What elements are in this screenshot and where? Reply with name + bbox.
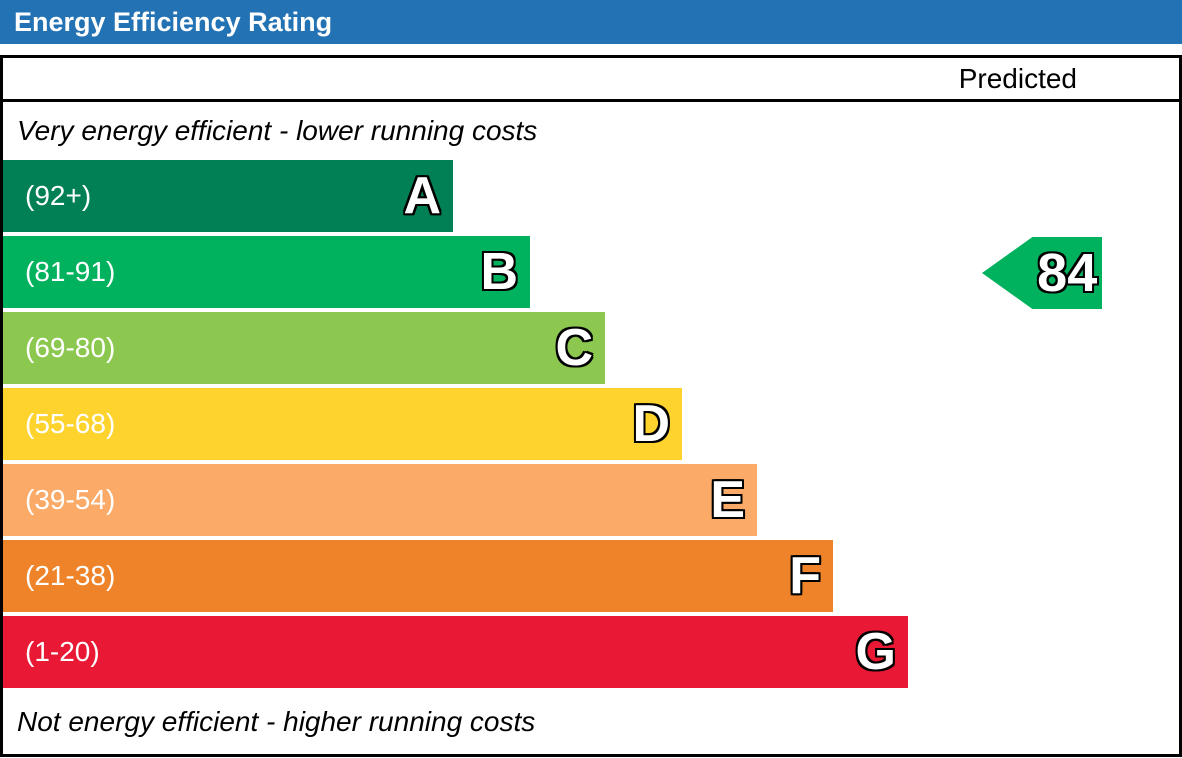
band-range-label: (21-38): [25, 560, 116, 591]
band-letter: C: [555, 319, 593, 377]
rating-band-c: (69-80) C: [3, 312, 605, 384]
rating-band-a: (92+) A: [3, 160, 453, 232]
band-letter: F: [789, 547, 821, 605]
rating-band-f: (21-38) F: [3, 540, 833, 612]
rating-bands: (92+) A (81-91) B (69-80) C (55-68) D (39-54) E (2…: [3, 160, 1179, 688]
bottom-caption: Not energy efficient - higher running co…: [17, 706, 536, 737]
rating-value: 84: [1037, 243, 1098, 303]
chart-title-bar: Energy Efficiency Rating: [0, 0, 1182, 44]
rating-band-e: (39-54) E: [3, 464, 757, 536]
rating-band-d: (55-68) D: [3, 388, 682, 460]
band-letter: A: [403, 167, 441, 225]
top-caption: Very energy efficient - lower running co…: [17, 115, 538, 146]
rating-band-g: (1-20) G: [3, 616, 908, 688]
band-letter: B: [480, 243, 518, 301]
predicted-header-row: Predicted: [3, 58, 1179, 102]
band-range-label: (69-80): [25, 332, 116, 363]
band-range-label: (81-91): [25, 256, 116, 287]
chart-frame: Predicted Very energy efficient - lower …: [0, 55, 1182, 757]
chart-title: Energy Efficiency Rating: [14, 7, 333, 37]
band-range-label: (92+): [25, 180, 92, 211]
band-letter: E: [710, 471, 745, 529]
rating-band-b: (81-91) B: [3, 236, 530, 308]
band-range-label: (1-20): [25, 636, 100, 667]
band-range-label: (39-54): [25, 484, 116, 515]
band-range-label: (55-68): [25, 408, 116, 439]
band-letter: G: [855, 623, 896, 681]
band-letter: D: [632, 395, 670, 453]
predicted-column-header: Predicted: [958, 63, 1077, 94]
